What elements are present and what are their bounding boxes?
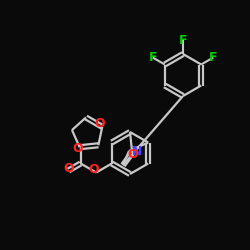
Text: F: F (148, 51, 157, 64)
Text: O: O (94, 117, 104, 130)
Text: O: O (72, 142, 83, 155)
Text: N: N (132, 146, 142, 158)
Text: O: O (128, 148, 138, 160)
Text: O: O (63, 162, 74, 175)
Text: O: O (88, 163, 99, 176)
Text: F: F (179, 34, 187, 46)
Text: F: F (209, 51, 218, 64)
